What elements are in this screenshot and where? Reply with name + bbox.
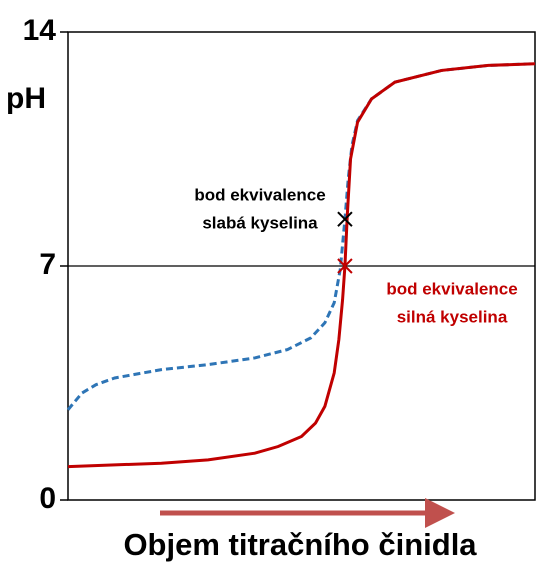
line-series [67, 62, 536, 469]
x-axis-label: Objem titračního činidla [123, 527, 477, 562]
y-axis-label: pH [6, 82, 46, 115]
y-tick-label: 7 [39, 248, 56, 281]
equivalence-marker [337, 211, 353, 227]
equivalence-marker [337, 258, 353, 274]
annotation-text: bod ekvivalence [386, 279, 517, 298]
line-series [66, 62, 536, 411]
annotation-text: slabá kyselina [202, 213, 318, 232]
y-tick-label: 0 [39, 482, 56, 515]
y-tick-label: 14 [23, 14, 57, 47]
annotation-text: bod ekvivalence [194, 185, 325, 204]
annotation-text: silná kyselina [397, 307, 508, 326]
